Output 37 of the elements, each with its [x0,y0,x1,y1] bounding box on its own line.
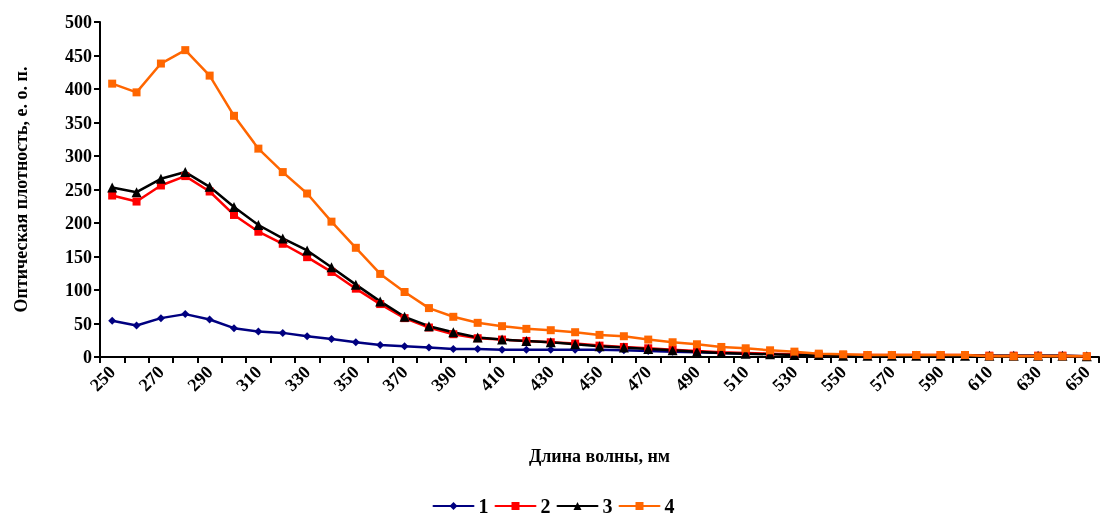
x-tick-label: 610 [963,361,997,396]
y-tick-label: 350 [65,112,92,133]
x-tick-label: 290 [183,361,217,396]
y-tick-label: 500 [65,12,92,32]
y-tick-label: 100 [65,280,92,300]
x-tick-label: 270 [134,361,168,396]
x-tick-label: 410 [475,361,510,396]
legend-label: 1 [478,495,489,517]
y-tick-label: 150 [65,246,92,267]
x-tick-label: 530 [768,361,802,396]
y-tick-label: 50 [74,313,92,334]
y-tick-label: 250 [65,179,92,200]
x-tick-label: 370 [378,361,412,396]
x-tick-label: 450 [573,361,607,396]
legend-label: 2 [540,495,551,517]
x-tick-label: 650 [1060,361,1094,396]
x-tick-label: 490 [670,361,705,396]
legend-label: 3 [602,495,613,517]
x-tick-label: 350 [329,361,363,396]
x-tick-label: 570 [865,361,899,396]
y-tick-label: 200 [65,213,92,233]
x-tick-label: 510 [719,361,753,396]
y-tick-label: 400 [65,79,92,99]
x-tick-label: 430 [524,361,558,396]
legend-label: 4 [664,495,675,517]
x-tick-label: 330 [280,361,315,396]
y-tick-label: 300 [65,146,92,166]
y-tick-label: 0 [83,347,92,367]
x-tick-label: 550 [817,361,851,396]
x-tick-label: 310 [232,361,266,396]
x-tick-label: 390 [427,361,461,396]
x-tick-label: 470 [622,361,656,396]
y-axis-title: Оптическая плотность, е. о. п. [11,66,31,313]
y-tick-label: 450 [65,45,92,66]
x-tick-label: 630 [1011,361,1046,396]
x-tick-label: 590 [914,361,948,396]
x-axis-title: Длина волны, нм [528,446,671,466]
